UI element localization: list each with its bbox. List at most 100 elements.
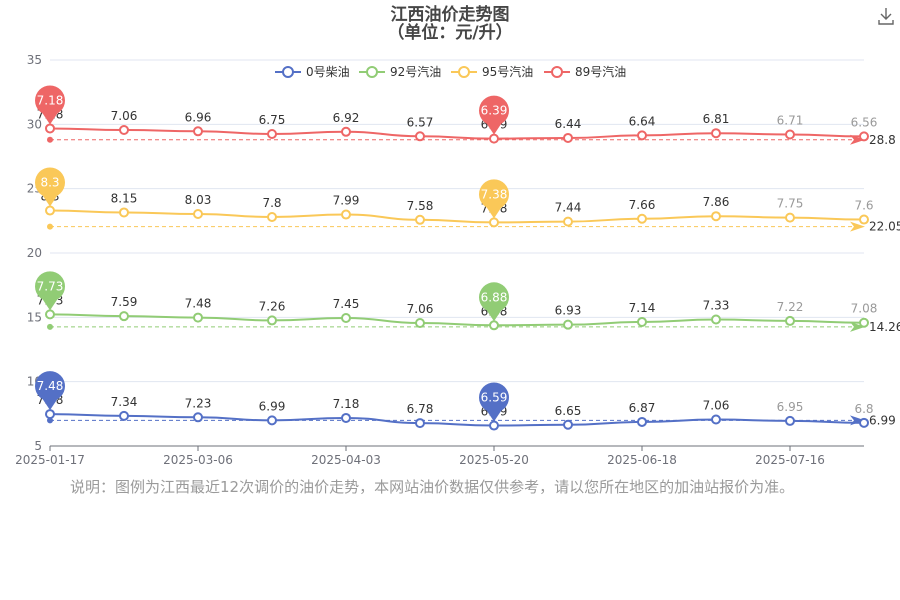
data-label: 6.99 xyxy=(259,399,286,413)
y-tick-label: 15 xyxy=(27,310,42,324)
data-point xyxy=(637,316,647,327)
data-label: 6.92 xyxy=(333,111,360,125)
data-label: 6.87 xyxy=(629,401,656,415)
data-label: 6.57 xyxy=(407,115,434,129)
average-line-start xyxy=(47,417,53,424)
data-label: 7.06 xyxy=(703,398,730,412)
legend-item[interactable]: 89号汽油 xyxy=(544,64,626,79)
marker-pin-value: 7.18 xyxy=(37,93,64,107)
y-tick-label: 35 xyxy=(27,53,42,67)
data-point xyxy=(415,131,425,142)
max-marker: 7.73 xyxy=(35,271,65,311)
average-line-arrow xyxy=(850,221,865,232)
data-point xyxy=(785,315,795,326)
series-group: 28.8 7.18 7.06 6.96 6.75 6.92 6.57 6.39 6.44 6.64… xyxy=(35,85,896,147)
average-value-label: 14.26 xyxy=(869,320,900,334)
data-point xyxy=(711,314,721,325)
x-tick-label: 2025-07-16 xyxy=(755,453,825,467)
data-label: 7.06 xyxy=(407,302,434,316)
data-point xyxy=(267,415,277,426)
series-layer: 6.997.487.347.236.997.186.786.596.656.87… xyxy=(35,85,900,431)
marker-pin-head xyxy=(35,371,65,402)
data-label: 6.71 xyxy=(777,113,804,127)
data-point xyxy=(785,415,795,426)
data-point xyxy=(341,126,351,137)
x-axis: 2025-01-17 2025-03-06 2025-04-03 2025-05-20… xyxy=(15,445,864,467)
data-label: 7.22 xyxy=(777,300,804,314)
data-point xyxy=(415,214,425,225)
marker-pin-head xyxy=(479,179,509,210)
chart-note: 说明：图例为江西最近12次调价的油价走势，本网站油价数据仅供参考，请以您所在地区… xyxy=(70,478,795,496)
average-value-label: 22.05 xyxy=(869,220,900,234)
data-point xyxy=(193,412,203,423)
series-group: 6.997.487.347.236.997.186.786.596.656.87… xyxy=(35,371,896,431)
series-line xyxy=(49,413,865,427)
max-marker: 8.3 xyxy=(35,167,65,207)
data-label: 7.58 xyxy=(407,199,434,213)
data-point xyxy=(711,211,721,222)
legend-item[interactable]: 92号汽油 xyxy=(359,64,441,79)
legend-label: 95号汽油 xyxy=(482,64,533,79)
y-tick-label: 20 xyxy=(27,246,42,260)
legend-swatch-dot xyxy=(551,66,563,78)
data-point xyxy=(415,317,425,328)
data-label: 7.44 xyxy=(555,201,582,215)
data-point xyxy=(267,211,277,222)
data-point xyxy=(859,417,869,428)
data-point xyxy=(489,420,499,431)
series-line xyxy=(49,127,865,140)
x-tick-label: 2025-03-06 xyxy=(163,453,233,467)
legend-label: 0号柴油 xyxy=(306,65,350,79)
min-marker: 6.88 xyxy=(479,282,509,322)
average-line-arrow xyxy=(850,415,865,426)
legend-swatch-dot xyxy=(458,66,470,78)
data-label: 7.06 xyxy=(111,109,138,123)
average-value-label: 28.8 xyxy=(869,133,896,147)
data-label: 6.65 xyxy=(555,404,582,418)
legend-label: 92号汽油 xyxy=(390,64,441,79)
legend-label: 89号汽油 xyxy=(575,64,626,79)
marker-pin-value: 6.59 xyxy=(481,391,508,405)
data-point xyxy=(119,124,129,135)
data-point xyxy=(637,213,647,224)
y-tick-label: 30 xyxy=(27,117,42,131)
legend[interactable]: 0号柴油 92号汽油 95号汽油 89号汽油 xyxy=(275,64,626,79)
data-point xyxy=(859,131,869,142)
data-point xyxy=(785,129,795,140)
data-point xyxy=(859,214,869,225)
data-label: 6.96 xyxy=(185,110,212,124)
data-point xyxy=(785,212,795,223)
series-line xyxy=(49,209,865,224)
min-marker: 6.59 xyxy=(479,382,509,422)
marker-pin-head xyxy=(35,167,65,198)
marker-pin-head xyxy=(479,282,509,313)
data-point xyxy=(193,126,203,137)
data-point xyxy=(637,130,647,141)
x-tick-label: 2025-06-18 xyxy=(607,453,677,467)
data-label: 7.66 xyxy=(629,198,656,212)
legend-item[interactable]: 95号汽油 xyxy=(451,64,533,79)
data-label: 6.8 xyxy=(854,402,873,416)
legend-swatch-dot xyxy=(366,66,378,78)
average-line-arrow xyxy=(850,321,865,332)
series-line xyxy=(49,313,865,327)
data-point xyxy=(563,419,573,430)
data-label: 7.45 xyxy=(333,297,360,311)
data-label: 6.93 xyxy=(555,304,582,318)
data-label: 7.48 xyxy=(185,297,212,311)
x-tick-label: 2025-01-17 xyxy=(15,453,85,467)
average-line-arrow xyxy=(850,134,865,145)
download-icon[interactable] xyxy=(876,6,896,26)
x-tick-label: 2025-05-20 xyxy=(459,453,529,467)
data-label: 6.95 xyxy=(777,400,804,414)
legend-item[interactable]: 0号柴油 xyxy=(275,65,350,79)
chart-subtitle: （单位：元/升） xyxy=(387,22,512,43)
data-point xyxy=(119,207,129,218)
data-point xyxy=(563,319,573,330)
data-label: 8.15 xyxy=(111,191,138,205)
marker-pin-value: 7.73 xyxy=(37,279,64,293)
average-line-start xyxy=(47,323,53,330)
marker-pin-head xyxy=(35,85,65,116)
data-label: 7.99 xyxy=(333,194,360,208)
